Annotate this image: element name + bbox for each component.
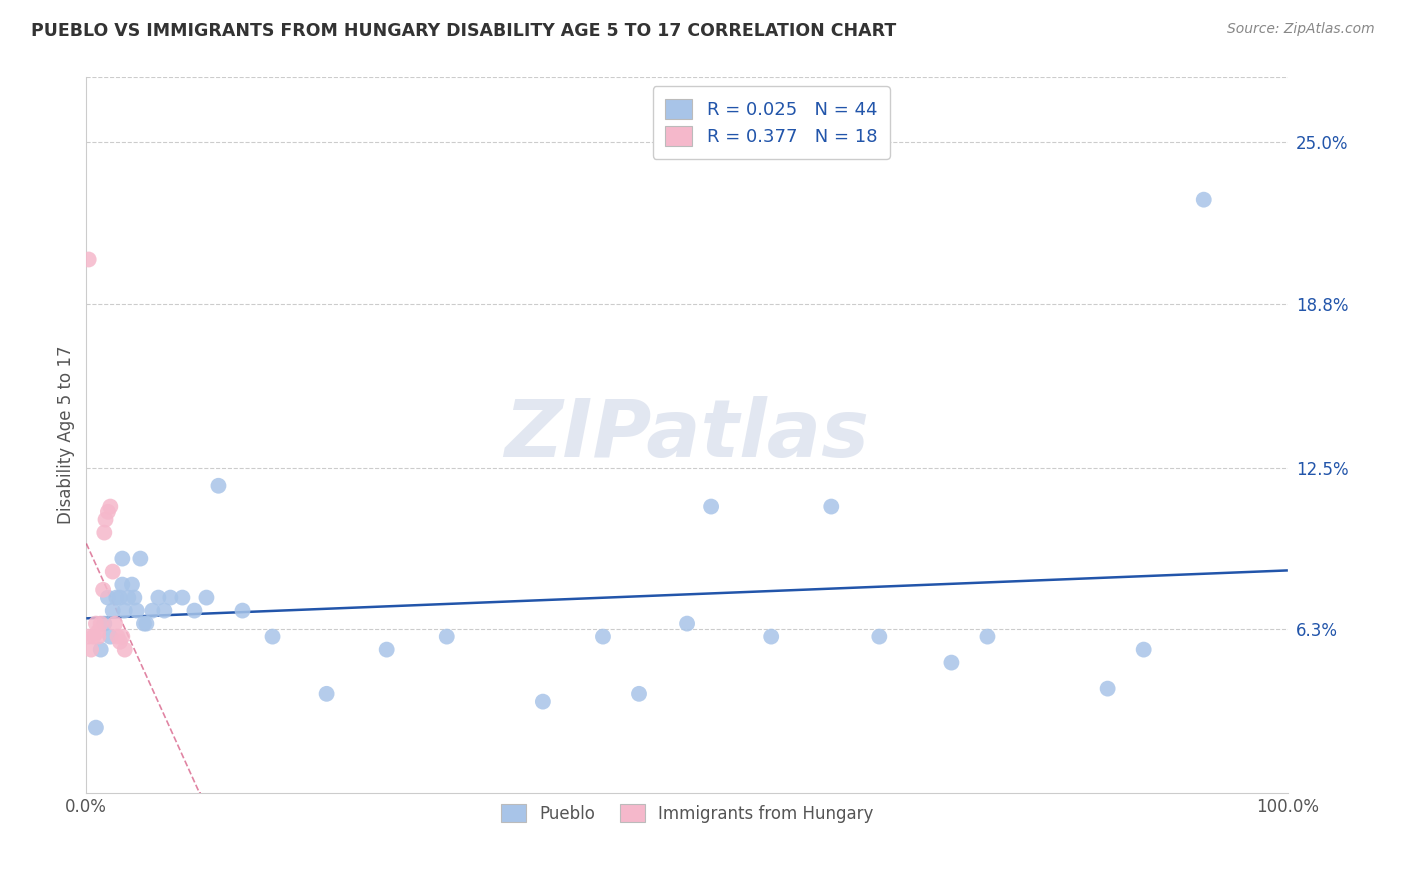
Point (207, 479, 229, 493)
Point (820, 500, 842, 514)
Point (108, 635, 131, 649)
Point (101, 565, 124, 579)
Point (121, 577, 143, 591)
Point (97, 505, 120, 519)
Point (97, 591, 120, 605)
Point (111, 630, 134, 644)
Point (375, 642, 398, 657)
Point (84, 721, 107, 735)
Point (117, 591, 139, 605)
Point (159, 591, 181, 605)
Point (1132, 642, 1154, 657)
Point (231, 604, 253, 618)
Point (868, 630, 890, 644)
Point (98, 630, 121, 644)
Point (108, 591, 131, 605)
Point (114, 604, 136, 618)
Point (315, 687, 337, 701)
Point (676, 616, 699, 631)
Point (129, 551, 152, 566)
Point (77, 252, 100, 267)
Point (759, 630, 782, 644)
Point (1192, 193, 1215, 207)
Point (531, 695, 554, 709)
Point (132, 616, 155, 631)
Point (90, 642, 112, 657)
Point (135, 616, 157, 631)
Point (104, 616, 127, 631)
Point (262, 630, 284, 644)
Point (87, 630, 110, 644)
Point (941, 656, 963, 670)
Point (101, 604, 124, 618)
Point (141, 604, 163, 618)
Point (80, 642, 103, 657)
Point (94, 512, 117, 526)
Point (114, 642, 136, 657)
Point (125, 604, 148, 618)
Point (87, 624, 110, 639)
Point (111, 551, 134, 566)
Point (83, 630, 105, 644)
Point (700, 500, 723, 514)
Point (436, 630, 458, 644)
Point (77, 630, 100, 644)
Point (105, 591, 128, 605)
Text: PUEBLO VS IMMIGRANTS FROM HUNGARY DISABILITY AGE 5 TO 17 CORRELATION CHART: PUEBLO VS IMMIGRANTS FROM HUNGARY DISABI… (31, 22, 896, 40)
Point (91, 582, 114, 597)
Point (1097, 681, 1119, 696)
Point (183, 604, 205, 618)
Point (195, 591, 218, 605)
Point (111, 577, 134, 591)
Point (98, 500, 121, 514)
Text: Source: ZipAtlas.com: Source: ZipAtlas.com (1227, 22, 1375, 37)
Y-axis label: Disability Age 5 to 17: Disability Age 5 to 17 (58, 346, 75, 524)
Point (592, 630, 614, 644)
Point (93, 616, 115, 631)
Point (124, 591, 146, 605)
Legend: Pueblo, Immigrants from Hungary: Pueblo, Immigrants from Hungary (489, 792, 886, 834)
Point (627, 687, 650, 701)
Point (172, 591, 194, 605)
Point (107, 630, 129, 644)
Point (90, 616, 112, 631)
Point (93, 525, 115, 540)
Point (84, 616, 107, 631)
Point (976, 630, 998, 644)
Point (153, 604, 176, 618)
Point (148, 591, 170, 605)
Text: ZIPatlas: ZIPatlas (505, 396, 869, 474)
